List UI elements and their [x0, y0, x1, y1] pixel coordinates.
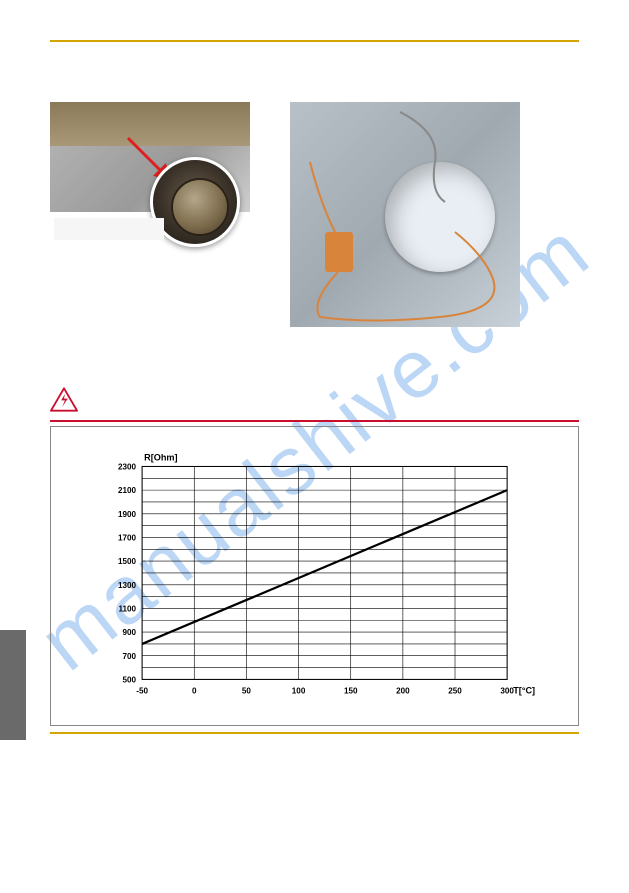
svg-text:T[°C]: T[°C]	[513, 685, 535, 695]
photo-row	[50, 102, 579, 327]
svg-text:2100: 2100	[118, 486, 137, 495]
svg-text:1500: 1500	[118, 557, 137, 566]
header-rule	[50, 40, 579, 42]
svg-text:200: 200	[396, 686, 410, 695]
svg-text:1900: 1900	[118, 509, 137, 518]
resistance-chart: -500501001502002503005007009001100130015…	[50, 426, 579, 726]
hazard-row	[50, 387, 579, 412]
footer-rule	[50, 732, 579, 734]
hazard-rule	[50, 420, 579, 422]
photo-right-wires	[290, 102, 520, 327]
page-body: -500501001502002503005007009001100130015…	[0, 0, 629, 893]
svg-text:R[Ohm]: R[Ohm]	[144, 452, 177, 462]
svg-text:700: 700	[123, 651, 137, 660]
svg-text:250: 250	[448, 686, 462, 695]
svg-text:100: 100	[292, 686, 306, 695]
svg-text:-50: -50	[136, 686, 148, 695]
svg-text:500: 500	[123, 675, 137, 684]
photo-left-caption-box	[54, 218, 164, 240]
svg-text:0: 0	[192, 686, 197, 695]
photo-right	[290, 102, 520, 327]
svg-text:900: 900	[123, 628, 137, 637]
svg-text:50: 50	[242, 686, 252, 695]
svg-text:1700: 1700	[118, 533, 137, 542]
photo-left-group	[50, 102, 250, 212]
svg-text:2300: 2300	[118, 462, 137, 471]
electrical-hazard-icon	[50, 387, 78, 412]
svg-text:150: 150	[344, 686, 358, 695]
svg-text:1100: 1100	[118, 604, 136, 613]
svg-text:1300: 1300	[118, 580, 137, 589]
chart-svg: -500501001502002503005007009001100130015…	[61, 445, 568, 711]
side-tab	[0, 630, 26, 740]
